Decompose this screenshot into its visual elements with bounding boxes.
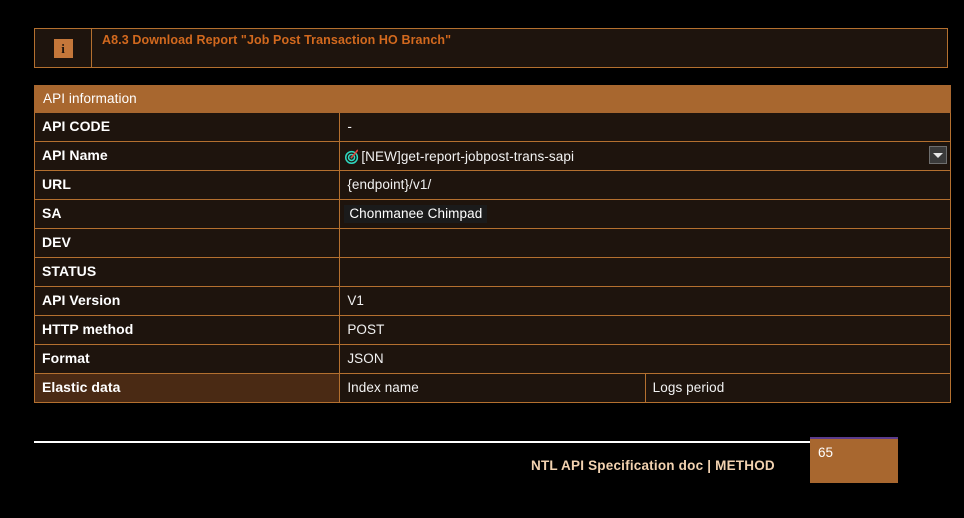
footer-divider — [34, 441, 810, 443]
row-value-logs-period: Logs period — [644, 373, 952, 403]
row-value-status — [339, 257, 951, 287]
value-text: - — [347, 119, 352, 134]
sa-value-chip: Chonmanee Chimpad — [344, 205, 488, 223]
table-row: URL {endpoint}/v1/ — [33, 170, 951, 200]
table-row: API CODE - — [33, 112, 951, 142]
table-row-elastic-data: Elastic data Index name Logs period — [33, 373, 952, 403]
row-value-sa: Chonmanee Chimpad — [339, 199, 951, 229]
row-label-api-version: API Version — [33, 286, 341, 316]
label-text: STATUS — [42, 263, 97, 279]
row-label-http-method: HTTP method — [33, 315, 341, 345]
table-row: DEV — [33, 228, 951, 258]
table-row: STATUS — [33, 257, 951, 287]
row-label-url: URL — [33, 170, 341, 200]
row-value-api-name[interactable]: [NEW]get-report-jobpost-trans-sapi — [339, 141, 951, 171]
title-icon-cell: i — [35, 29, 92, 67]
row-value-format: JSON — [339, 344, 951, 374]
row-value-index-name: Index name — [339, 373, 646, 403]
row-value-url: {endpoint}/v1/ — [339, 170, 951, 200]
value-text: Index name — [347, 380, 419, 395]
label-text: Format — [42, 350, 90, 366]
row-label-api-name: API Name — [33, 141, 341, 171]
label-text: Elastic data — [42, 379, 121, 395]
value-text: JSON — [347, 351, 384, 366]
section-header-cell: API information — [34, 85, 951, 113]
table-row: HTTP method POST — [33, 315, 951, 345]
footer-label: NTL API Specification doc | METHOD — [531, 458, 775, 473]
value-text — [340, 235, 347, 250]
value-text: V1 — [347, 293, 365, 308]
row-label-dev: DEV — [33, 228, 341, 258]
info-icon-glyph: i — [61, 40, 65, 56]
api-name-inner: [NEW]get-report-jobpost-trans-sapi — [340, 142, 950, 170]
label-text: API Version — [42, 292, 121, 308]
page-number-box: 65 — [810, 437, 898, 483]
api-name-value: [NEW]get-report-jobpost-trans-sapi — [361, 148, 575, 164]
label-text: SA — [42, 205, 62, 221]
label-text: URL — [42, 176, 71, 192]
label-text: API Name — [42, 147, 108, 163]
table-row: API Name [NEW]get-report-jobpost-trans-s… — [33, 141, 951, 171]
chevron-down-glyph — [933, 152, 943, 158]
table-row: Format JSON — [33, 344, 951, 374]
value-text — [340, 264, 347, 279]
table-row: SA Chonmanee Chimpad — [33, 199, 951, 229]
row-value-api-version: V1 — [339, 286, 951, 316]
row-value-dev — [339, 228, 951, 258]
api-information-table: API information API CODE - API Name — [33, 85, 952, 403]
page-number: 65 — [818, 445, 834, 460]
title-text-cell: A8.3 Download Report "Job Post Transacti… — [92, 29, 947, 67]
row-label-api-code: API CODE — [33, 112, 341, 142]
row-label-format: Format — [33, 344, 341, 374]
label-text: HTTP method — [42, 321, 134, 337]
title-banner: i A8.3 Download Report "Job Post Transac… — [34, 28, 948, 68]
row-value-api-code: - — [339, 112, 951, 142]
label-text: DEV — [42, 234, 71, 250]
value-text: {endpoint}/v1/ — [347, 177, 432, 192]
value-text: Logs period — [652, 380, 725, 395]
row-value-http-method: POST — [339, 315, 951, 345]
page-title: A8.3 Download Report "Job Post Transacti… — [102, 33, 452, 47]
value-text: POST — [347, 322, 385, 337]
target-icon — [345, 148, 359, 164]
label-text: API CODE — [42, 118, 111, 134]
row-label-sa: SA — [33, 199, 341, 229]
section-header-label: API information — [43, 91, 137, 106]
info-icon: i — [53, 38, 73, 58]
row-label-elastic-data: Elastic data — [33, 373, 341, 403]
table-row: API Version V1 — [33, 286, 951, 316]
row-label-status: STATUS — [33, 257, 341, 287]
table-section-header-row: API information — [34, 85, 951, 113]
chevron-down-icon[interactable] — [929, 146, 947, 164]
